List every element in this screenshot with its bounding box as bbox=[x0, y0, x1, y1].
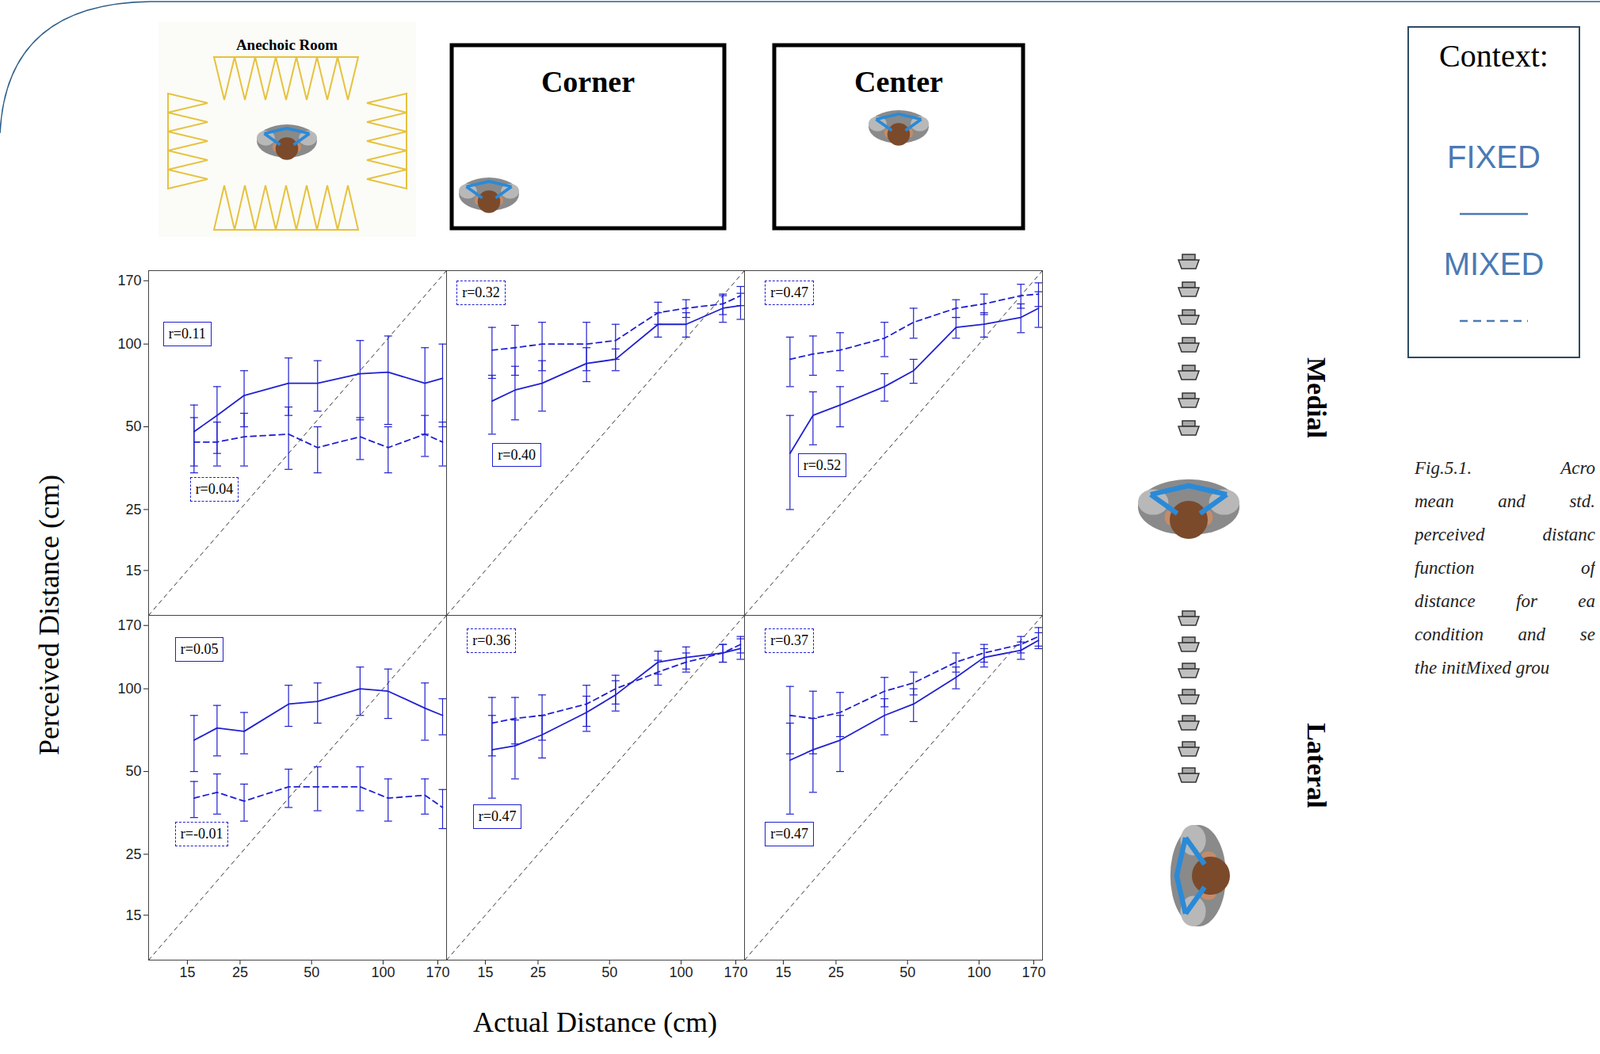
svg-text:Corner: Corner bbox=[541, 64, 635, 99]
svg-text:Anechoic Room: Anechoic Room bbox=[236, 36, 338, 54]
html-text:r=0.47: r=0.47 bbox=[770, 284, 809, 301]
svg-text:50: 50 bbox=[125, 418, 142, 435]
svg-text:170: 170 bbox=[117, 617, 142, 634]
svg-text:Context:: Context: bbox=[1439, 38, 1549, 74]
svg-text:Center: Center bbox=[854, 64, 944, 99]
html-text:Fig.5.1. Acro: Fig.5.1. Acro bbox=[1414, 458, 1596, 478]
html-text:r=0.47: r=0.47 bbox=[478, 808, 517, 825]
html-text:perceived distanc: perceived distanc bbox=[1414, 524, 1596, 545]
svg-text:15: 15 bbox=[125, 562, 142, 579]
svg-text:25: 25 bbox=[232, 964, 249, 981]
svg-text:25: 25 bbox=[125, 846, 142, 863]
svg-text:50: 50 bbox=[125, 763, 142, 779]
html-text:r=0.36: r=0.36 bbox=[472, 632, 511, 649]
svg-text:100: 100 bbox=[117, 680, 142, 697]
html-text:condition and se: condition and se bbox=[1414, 624, 1596, 645]
svg-text:170: 170 bbox=[1021, 964, 1046, 981]
svg-text:170: 170 bbox=[117, 272, 142, 289]
svg-text:15: 15 bbox=[179, 964, 195, 981]
svg-text:170: 170 bbox=[425, 964, 450, 981]
html-text:the initMixed grou: the initMixed grou bbox=[1414, 657, 1550, 678]
svg-text:FIXED: FIXED bbox=[1447, 139, 1541, 175]
svg-text:25: 25 bbox=[828, 964, 844, 981]
svg-text:25: 25 bbox=[125, 501, 142, 518]
html-text:r=0.32: r=0.32 bbox=[462, 284, 500, 301]
html-text:r=0.04: r=0.04 bbox=[195, 481, 234, 497]
html-text:function of: function of bbox=[1414, 557, 1596, 578]
html-text:r=0.52: r=0.52 bbox=[803, 456, 842, 473]
html-text:r=0.11: r=0.11 bbox=[168, 325, 206, 342]
html-text:mean and std.: mean and std. bbox=[1414, 491, 1596, 512]
svg-text:100: 100 bbox=[370, 964, 395, 981]
svg-text:100: 100 bbox=[117, 336, 142, 352]
svg-text:MIXED: MIXED bbox=[1443, 246, 1545, 282]
html-text:r=0.40: r=0.40 bbox=[497, 446, 536, 463]
svg-text:Perceived Distance (cm): Perceived Distance (cm) bbox=[33, 474, 65, 756]
svg-text:50: 50 bbox=[601, 964, 618, 981]
svg-text:Actual Distance (cm): Actual Distance (cm) bbox=[473, 1006, 718, 1039]
svg-text:Medial: Medial bbox=[1302, 357, 1332, 439]
html-text:r=0.37: r=0.37 bbox=[770, 632, 809, 649]
html-text:r=0.05: r=0.05 bbox=[180, 641, 219, 658]
svg-text:50: 50 bbox=[303, 964, 320, 981]
svg-text:15: 15 bbox=[125, 907, 142, 924]
svg-text:170: 170 bbox=[723, 964, 748, 981]
svg-text:100: 100 bbox=[966, 964, 991, 981]
html-text:r=0.47: r=0.47 bbox=[770, 825, 809, 842]
svg-text:25: 25 bbox=[530, 964, 547, 981]
svg-text:15: 15 bbox=[477, 964, 493, 981]
html-text:distance for ea: distance for ea bbox=[1414, 591, 1596, 611]
svg-text:100: 100 bbox=[668, 964, 693, 981]
svg-text:15: 15 bbox=[775, 964, 791, 981]
svg-text:Lateral: Lateral bbox=[1302, 722, 1332, 809]
html-text:r=-0.01: r=-0.01 bbox=[180, 825, 224, 842]
svg-text:50: 50 bbox=[899, 964, 916, 981]
